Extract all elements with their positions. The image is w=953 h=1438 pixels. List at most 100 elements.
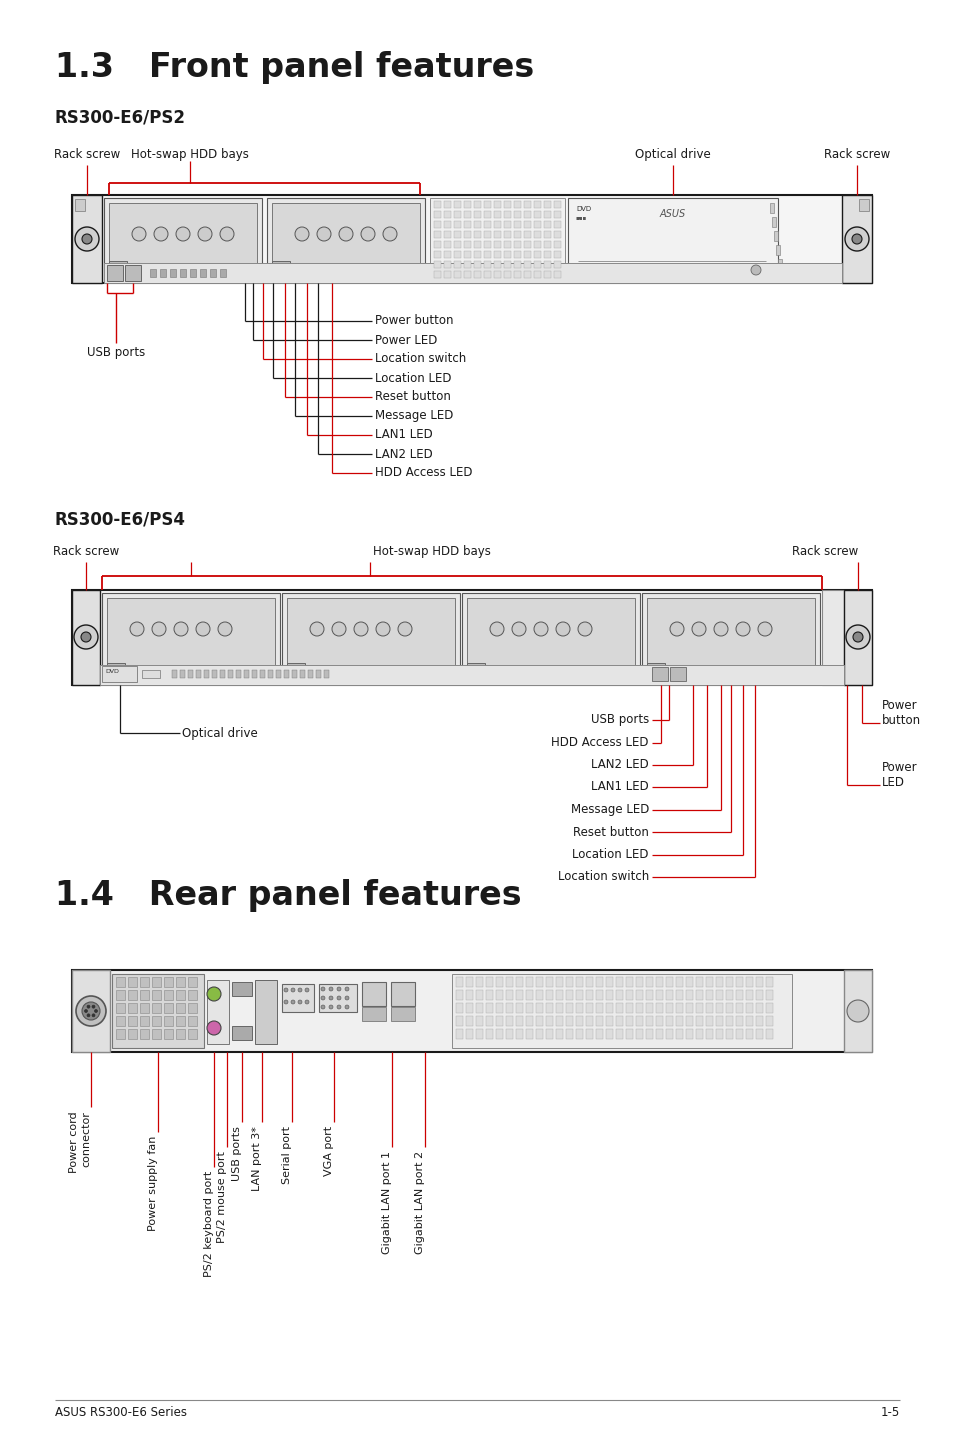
Text: Location LED: Location LED xyxy=(375,371,451,384)
Circle shape xyxy=(294,227,309,242)
Bar xyxy=(735,989,742,999)
Bar xyxy=(204,670,209,677)
Bar xyxy=(175,1002,185,1012)
Text: PS/2 keyboard port: PS/2 keyboard port xyxy=(204,1171,213,1277)
Bar xyxy=(645,1017,652,1025)
Bar xyxy=(503,201,511,209)
Bar xyxy=(443,221,451,229)
Bar xyxy=(636,1017,642,1025)
Bar xyxy=(142,670,160,677)
Bar xyxy=(596,989,602,999)
Bar xyxy=(765,976,772,986)
Text: ▪▪▪: ▪▪▪ xyxy=(576,216,587,220)
Bar xyxy=(474,201,480,209)
Text: Message LED: Message LED xyxy=(570,804,648,817)
Bar xyxy=(525,1017,533,1025)
Bar xyxy=(503,232,511,239)
Bar xyxy=(467,663,484,677)
Bar xyxy=(545,1017,553,1025)
Bar xyxy=(505,1017,513,1025)
Bar xyxy=(616,989,622,999)
Bar xyxy=(705,989,712,999)
Bar xyxy=(152,1002,161,1012)
Bar xyxy=(282,984,314,1012)
Bar xyxy=(645,1030,652,1040)
Bar xyxy=(160,269,166,278)
Bar xyxy=(716,1002,722,1012)
Circle shape xyxy=(852,631,862,641)
Bar xyxy=(200,269,206,278)
Bar xyxy=(140,976,149,986)
Circle shape xyxy=(512,623,525,636)
Text: Power
LED: Power LED xyxy=(882,761,917,789)
Bar xyxy=(656,1017,662,1025)
Bar xyxy=(164,976,172,986)
Text: 1.3   Front panel features: 1.3 Front panel features xyxy=(55,52,534,85)
Bar xyxy=(646,677,814,682)
Bar xyxy=(476,989,482,999)
Bar xyxy=(71,196,102,283)
Bar xyxy=(107,598,274,672)
Bar xyxy=(516,1002,522,1012)
Bar xyxy=(636,1002,642,1012)
Text: VGA port: VGA port xyxy=(324,1126,334,1176)
Circle shape xyxy=(375,623,390,636)
Circle shape xyxy=(338,227,353,242)
Bar xyxy=(128,976,137,986)
Text: Message LED: Message LED xyxy=(375,410,453,423)
Bar xyxy=(534,252,540,257)
Bar xyxy=(463,252,471,257)
Text: Power
button: Power button xyxy=(882,699,921,728)
Bar xyxy=(503,221,511,229)
Bar xyxy=(207,981,229,1044)
Bar xyxy=(107,677,274,682)
Bar xyxy=(514,221,520,229)
Bar xyxy=(164,1017,172,1025)
Bar xyxy=(172,670,177,677)
Bar xyxy=(434,252,440,257)
Bar xyxy=(745,989,752,999)
Bar xyxy=(556,1017,562,1025)
Circle shape xyxy=(360,227,375,242)
Bar xyxy=(735,1017,742,1025)
Bar xyxy=(556,976,562,986)
Bar xyxy=(765,1030,772,1040)
Bar xyxy=(585,1030,593,1040)
Bar xyxy=(434,242,440,247)
Bar xyxy=(645,976,652,986)
Bar xyxy=(150,269,156,278)
Bar xyxy=(188,976,196,986)
Bar xyxy=(826,669,831,677)
Text: Hot-swap HDD bays: Hot-swap HDD bays xyxy=(373,545,491,558)
Bar xyxy=(735,976,742,986)
Bar xyxy=(545,989,553,999)
Bar xyxy=(656,989,662,999)
Circle shape xyxy=(132,227,146,242)
Bar xyxy=(735,1002,742,1012)
Bar xyxy=(212,670,216,677)
Bar xyxy=(485,1002,493,1012)
Text: HDD Access LED: HDD Access LED xyxy=(375,466,472,479)
Bar xyxy=(850,669,855,677)
Bar xyxy=(164,1002,172,1012)
Bar xyxy=(140,989,149,999)
Circle shape xyxy=(75,227,99,252)
Circle shape xyxy=(291,999,294,1004)
Bar xyxy=(605,1002,613,1012)
Bar xyxy=(308,670,313,677)
Bar xyxy=(705,1002,712,1012)
Text: DVD: DVD xyxy=(105,669,119,674)
Bar xyxy=(543,252,551,257)
Bar xyxy=(503,252,511,257)
Bar xyxy=(505,1030,513,1040)
Bar xyxy=(361,982,386,1007)
Bar xyxy=(676,1030,682,1040)
Text: LAN1 LED: LAN1 LED xyxy=(375,429,433,441)
Bar xyxy=(456,1017,462,1025)
Bar xyxy=(843,590,871,684)
Bar xyxy=(100,664,843,684)
Bar xyxy=(554,201,560,209)
Bar xyxy=(858,669,863,677)
Text: LAN2 LED: LAN2 LED xyxy=(591,758,648,772)
Bar xyxy=(282,592,459,682)
